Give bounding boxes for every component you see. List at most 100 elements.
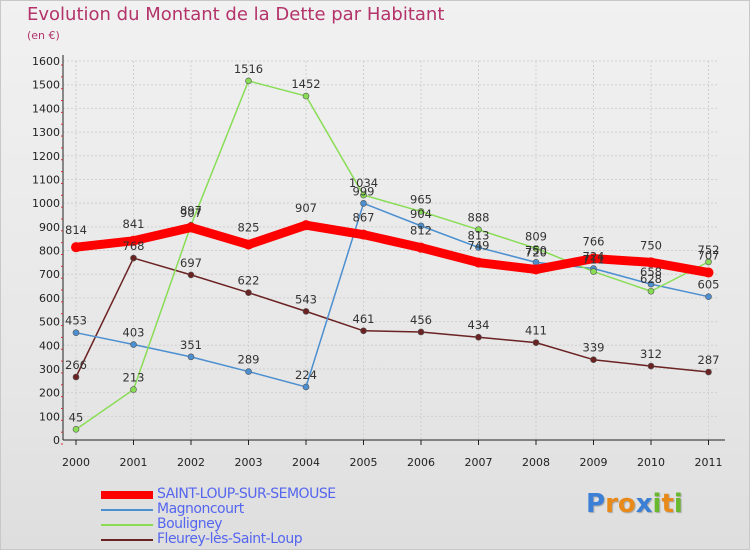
legend-swatch-fleurey	[101, 539, 153, 541]
series-point-3	[360, 327, 367, 335]
data-label-3: 543	[295, 292, 317, 306]
data-label-2: 213	[123, 371, 145, 385]
x-tick-label: 2010	[637, 456, 665, 469]
series-point-0	[703, 267, 714, 278]
logo-letter: o	[617, 489, 636, 519]
legend-label-saint-loup: SAINT-LOUP-SUR-SEMOUSE	[157, 486, 336, 502]
series-point-2	[475, 226, 482, 233]
x-tick-label: 2008	[522, 456, 550, 469]
series-point-0	[588, 253, 599, 264]
data-label-1: 724	[583, 250, 605, 264]
series-point-2	[130, 386, 137, 393]
data-label-0: 749	[468, 239, 490, 253]
series-point-0	[301, 220, 311, 231]
data-label-3: 768	[123, 239, 145, 253]
series-point-2	[72, 426, 80, 433]
y-tick-label: 200	[39, 387, 60, 400]
data-label-2: 1516	[234, 62, 263, 76]
data-label-2: 888	[468, 211, 490, 225]
data-label-3: 287	[698, 353, 720, 367]
chart-subtitle: (en €)	[27, 29, 60, 42]
x-tick-label: 2001	[120, 456, 148, 469]
series-line-2	[75, 80, 710, 431]
series-point-1	[245, 368, 252, 375]
series-point-1	[705, 293, 712, 300]
y-tick-label: 1000	[32, 197, 60, 210]
series-point-3	[130, 254, 137, 262]
series-point-0	[646, 257, 656, 268]
data-label-2: 45	[69, 410, 84, 424]
x-tick-label: 2002	[177, 456, 205, 469]
data-label-1: 224	[295, 368, 317, 382]
logo-letter: P	[586, 489, 606, 519]
series-point-0	[416, 242, 426, 253]
x-tick-label: 2004	[292, 456, 320, 469]
series-point-0	[243, 239, 254, 250]
x-tick-label: 2005	[350, 456, 378, 469]
data-label-1: 605	[698, 278, 720, 292]
data-label-2: 1452	[291, 77, 320, 91]
series-point-2	[647, 287, 655, 295]
series-point-1	[647, 280, 655, 288]
x-tick-label: 2009	[580, 456, 608, 469]
legend-label-bouligney: Bouligney	[157, 516, 222, 532]
data-label-2: 907	[180, 206, 202, 220]
data-label-0: 867	[353, 211, 375, 225]
x-tick-label: 2003	[235, 456, 263, 469]
series-point-1	[475, 244, 482, 251]
series-point-3	[475, 333, 482, 341]
y-tick-label: 1600	[32, 55, 60, 68]
data-label-3: 312	[640, 347, 662, 361]
series-point-1	[360, 200, 367, 207]
series-point-0	[128, 235, 139, 246]
data-label-0: 750	[640, 238, 662, 252]
data-label-3: 461	[353, 312, 375, 326]
series-point-2	[705, 258, 712, 266]
series-point-0	[531, 264, 541, 275]
y-tick-label: 300	[39, 363, 60, 376]
data-label-2: 711	[583, 253, 605, 267]
y-tick-label: 1500	[32, 79, 60, 92]
data-label-3: 411	[525, 324, 547, 338]
series-point-3	[187, 271, 195, 279]
data-label-0: 812	[410, 224, 432, 238]
series-point-3	[245, 289, 252, 296]
y-tick-label: 900	[39, 221, 60, 234]
data-label-3: 622	[238, 274, 260, 288]
data-label-1: 453	[65, 314, 87, 328]
data-label-0: 814	[65, 223, 87, 237]
data-label-2: 809	[525, 229, 547, 243]
series-line-1	[75, 202, 710, 388]
series-point-3	[532, 339, 540, 346]
data-label-3: 456	[410, 313, 432, 327]
series-point-1	[417, 222, 425, 230]
legend-label-fleurey: Fleurey-lès-Saint-Loup	[157, 531, 303, 547]
x-tick-label: 2011	[695, 456, 723, 469]
series-point-2	[417, 208, 425, 215]
data-label-3: 266	[65, 358, 87, 372]
data-label-3: 434	[468, 318, 490, 332]
x-tick-label: 2006	[407, 456, 435, 469]
data-label-1: 813	[468, 228, 490, 242]
series-point-1	[130, 341, 137, 348]
logo-letter: r	[605, 489, 618, 519]
data-label-0: 907	[295, 201, 317, 215]
series-point-1	[187, 353, 195, 361]
data-label-1: 999	[353, 184, 375, 198]
y-tick-label: 1300	[32, 126, 60, 139]
series-point-0	[186, 222, 196, 233]
data-label-0: 766	[583, 235, 605, 249]
y-tick-label: 1100	[32, 173, 60, 186]
proxiti-logo: Proxiti	[586, 489, 683, 519]
y-tick-label: 500	[39, 316, 60, 329]
data-label-0: 897	[180, 204, 202, 218]
data-label-1: 403	[123, 326, 145, 340]
series-point-3	[302, 308, 310, 315]
logo-letter: x	[635, 489, 653, 519]
series-point-1	[532, 259, 540, 266]
data-label-2: 1034	[349, 176, 378, 190]
x-tick-label: 2000	[62, 456, 90, 469]
data-label-2: 752	[698, 243, 720, 257]
series-point-2	[532, 245, 540, 252]
